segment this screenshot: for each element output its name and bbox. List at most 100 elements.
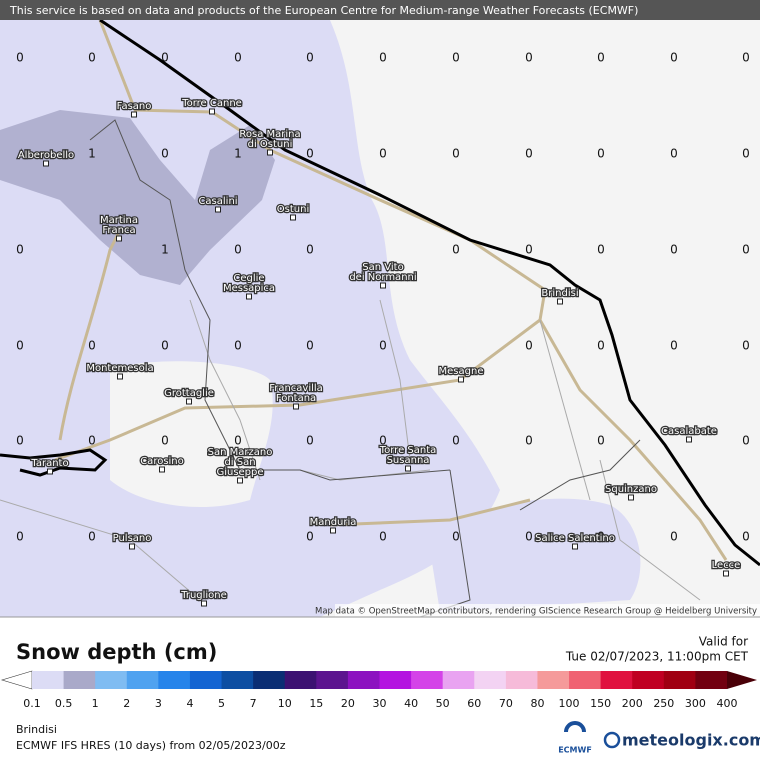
place-marker: [47, 468, 53, 475]
place-label: Ceglie: [233, 273, 264, 284]
scale-label: 2: [123, 697, 130, 710]
place-marker: [723, 570, 729, 577]
notice: This service is based on data and produc…: [9, 4, 638, 17]
scale-label: 60: [467, 697, 481, 710]
place-label: Ostuni: [277, 204, 309, 215]
snow-free: [110, 361, 273, 508]
grid-value: 0: [597, 339, 605, 353]
scale-label: 0.1: [23, 697, 41, 710]
scale-swatch: [158, 671, 191, 689]
place-label: di San: [224, 457, 255, 468]
place-label: San Marzano: [208, 447, 273, 458]
grid-value: 0: [452, 434, 460, 448]
grid-value: 0: [452, 243, 460, 257]
brand: meteologix.com: [622, 731, 760, 750]
place-label: Pulsano: [113, 533, 152, 544]
grid-value: 0: [525, 243, 533, 257]
place-marker: [290, 214, 296, 221]
grid-value: 0: [16, 243, 24, 257]
place-marker: [557, 298, 563, 305]
place-marker: [458, 376, 464, 383]
place-label: Fontana: [276, 393, 316, 404]
place-label: Casalini: [198, 196, 237, 207]
scale-label: 15: [309, 697, 323, 710]
grid-value: 0: [16, 339, 24, 353]
place-label: Casalabate: [661, 426, 717, 437]
scale-swatch: [505, 671, 538, 689]
grid-value: 0: [234, 339, 242, 353]
notice-bar: [0, 0, 760, 20]
scale-label: 200: [622, 697, 643, 710]
place-label: di Ostuni: [248, 139, 293, 150]
valid-label: Valid for: [699, 635, 748, 649]
grid-value: 0: [234, 243, 242, 257]
grid-value: 0: [88, 339, 96, 353]
grid-value: 0: [234, 51, 242, 65]
scale-swatch: [189, 671, 223, 689]
scale-swatch: [632, 671, 665, 689]
scale-label: 100: [559, 697, 580, 710]
scale-swatch: [95, 671, 128, 689]
scale-swatch: [347, 671, 380, 689]
scale-label: 7: [250, 697, 257, 710]
grid-value: 0: [597, 147, 605, 161]
scale-swatch: [600, 671, 633, 689]
grid-value: 0: [742, 339, 750, 353]
place-label: Brindisi: [541, 288, 578, 299]
scale-swatch: [663, 671, 696, 689]
place-label: Grottaglie: [164, 388, 214, 399]
snow-medium: [0, 110, 275, 285]
place-marker: [293, 403, 299, 410]
place-marker: [186, 398, 192, 405]
grid-value: 0: [306, 530, 314, 544]
grid-value: 0: [16, 530, 24, 544]
scale-start: [0, 670, 33, 690]
place-label: Fasano: [117, 101, 152, 112]
scale-swatch: [411, 671, 444, 689]
scale-label: 400: [717, 697, 738, 710]
place-marker: [330, 527, 336, 534]
place-marker: [159, 466, 165, 473]
scale-end: [727, 671, 757, 689]
grid-value: 0: [597, 51, 605, 65]
scale-label: 40: [404, 697, 418, 710]
scale-swatch: [63, 671, 96, 689]
ecmwf-text: ECMWF: [558, 746, 592, 755]
scale-label: 5: [218, 697, 225, 710]
grid-value: 0: [161, 51, 169, 65]
grid-value: 1: [234, 147, 242, 161]
grid-value: 0: [88, 530, 96, 544]
grid-value: 0: [379, 147, 387, 161]
grid-value: 0: [161, 339, 169, 353]
place-marker: [117, 373, 123, 380]
place-marker: [131, 111, 137, 118]
place-label: Montemesola: [86, 363, 153, 374]
place-label: Torre Canne: [181, 98, 242, 109]
place-marker: [116, 235, 122, 242]
grid-value: 0: [88, 434, 96, 448]
place-label: Torre Santa: [379, 445, 437, 456]
grid-value: 0: [742, 434, 750, 448]
legend-title: Snow depth (cm): [16, 640, 217, 664]
grid-value: 0: [525, 147, 533, 161]
grid-value: 0: [742, 243, 750, 257]
place-label: dei Normanni: [349, 272, 416, 283]
grid-value: 0: [234, 434, 242, 448]
place-marker: [267, 149, 273, 156]
grid-value: 0: [597, 243, 605, 257]
place-marker: [237, 477, 243, 484]
grid-value: 0: [525, 339, 533, 353]
place-label: Franca: [102, 225, 135, 236]
grid-value: 0: [379, 434, 387, 448]
scale-label: 300: [685, 697, 706, 710]
place-marker: [686, 436, 692, 443]
grid-value: 1: [161, 243, 169, 257]
grid-value: 0: [525, 51, 533, 65]
place-marker: [129, 543, 135, 550]
scale-swatch: [221, 671, 254, 689]
place-label: Susanna: [387, 455, 430, 466]
scale-label: 3: [155, 697, 162, 710]
scale-label: 20: [341, 697, 355, 710]
grid-value: 0: [670, 51, 678, 65]
